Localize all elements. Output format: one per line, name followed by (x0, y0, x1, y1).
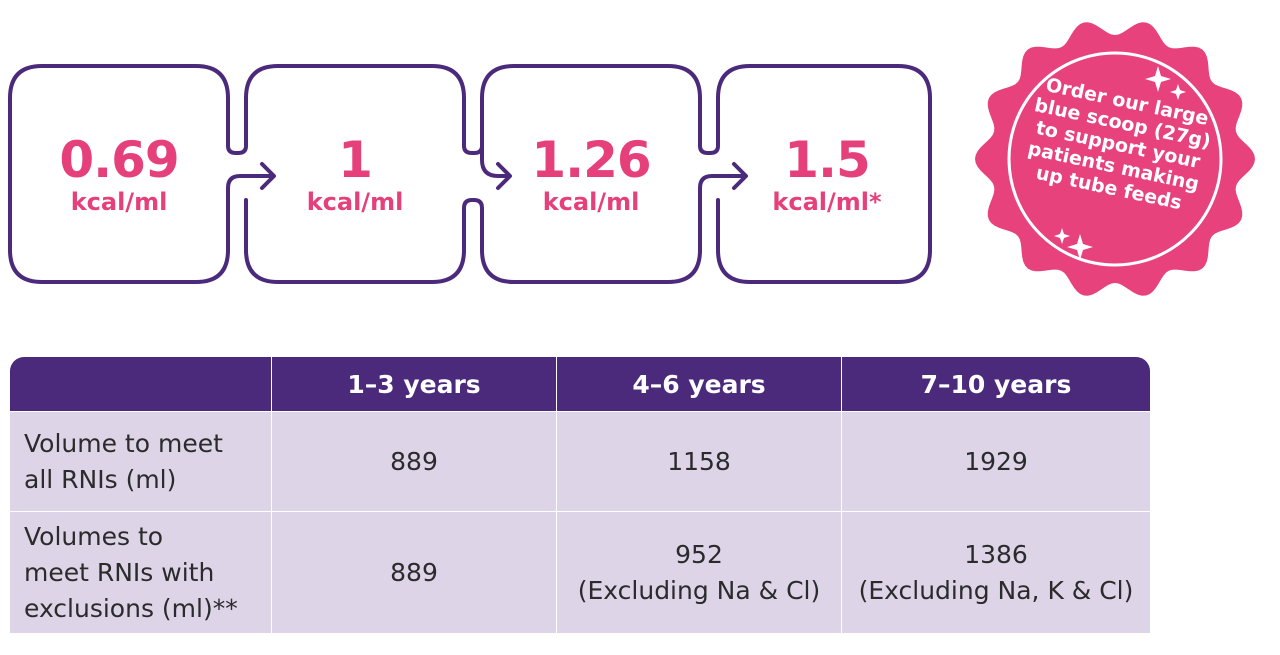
row-label-line: all RNIs (ml) (24, 464, 177, 494)
row-label-line: Volume to meet (24, 428, 223, 458)
energy-value: 1.26 (531, 131, 651, 189)
energy-unit: kcal/ml (70, 188, 168, 216)
table-header-row: 1–3 years 4–6 years 7–10 years (10, 357, 1150, 411)
cell-note: (Excluding Na, K & Cl) (858, 575, 1134, 605)
column-header (10, 357, 272, 411)
badge-seal-shape (975, 22, 1255, 296)
row-label-line: exclusions (ml)** (24, 593, 238, 623)
table-cell: 952 (Excluding Na & Cl) (557, 511, 842, 633)
energy-value: 1 (338, 131, 373, 189)
column-header: 7–10 years (842, 357, 1150, 411)
sparkle-icon (1054, 66, 1186, 260)
energy-value: 1.5 (784, 131, 871, 189)
table-cell: 1929 (842, 411, 1150, 511)
flow-connectors (8, 64, 932, 284)
energy-step-4: 1.5 kcal/ml* (718, 66, 936, 282)
row-label-line: Volumes to (24, 521, 164, 551)
cell-note: (Excluding Na & Cl) (577, 575, 821, 605)
cell-value: 889 (390, 557, 438, 587)
cell-value: 889 (390, 446, 438, 476)
column-header: 1–3 years (272, 357, 557, 411)
table-cell: 889 (272, 411, 557, 511)
row-label: Volumes to meet RNIs with exclusions (ml… (10, 511, 272, 633)
column-header: 4–6 years (557, 357, 842, 411)
energy-step-2: 1 kcal/ml (246, 66, 464, 282)
row-label-line: meet RNIs with (24, 557, 215, 587)
row-label: Volume to meet all RNIs (ml) (10, 411, 272, 511)
cell-value: 1386 (964, 539, 1028, 569)
energy-step-3: 1.26 kcal/ml (482, 66, 700, 282)
table-cell: 889 (272, 511, 557, 633)
energy-step-1: 0.69 kcal/ml (10, 66, 228, 282)
rni-volume-table: 1–3 years 4–6 years 7–10 years Volume to… (10, 357, 1150, 633)
cell-value: 1158 (667, 446, 731, 476)
table-row: Volume to meet all RNIs (ml) 889 1158 19… (10, 411, 1150, 511)
cell-value: 1929 (964, 446, 1028, 476)
energy-value: 0.69 (59, 131, 179, 189)
energy-unit: kcal/ml (306, 188, 404, 216)
energy-unit: kcal/ml* (772, 188, 882, 216)
table-row: Volumes to meet RNIs with exclusions (ml… (10, 511, 1150, 633)
cell-value: 952 (675, 539, 723, 569)
flow-box-outline-1 (40, 64, 280, 155)
table-cell: 1158 (557, 411, 842, 511)
table-cell: 1386 (Excluding Na, K & Cl) (842, 511, 1150, 633)
energy-unit: kcal/ml (542, 188, 640, 216)
scoop-promo-badge: Order our large blue scoop (27g) to supp… (970, 14, 1260, 304)
energy-density-flow: 0.69 kcal/ml 1 kcal/ml 1.26 kcal/ml 1.5 … (0, 0, 960, 300)
